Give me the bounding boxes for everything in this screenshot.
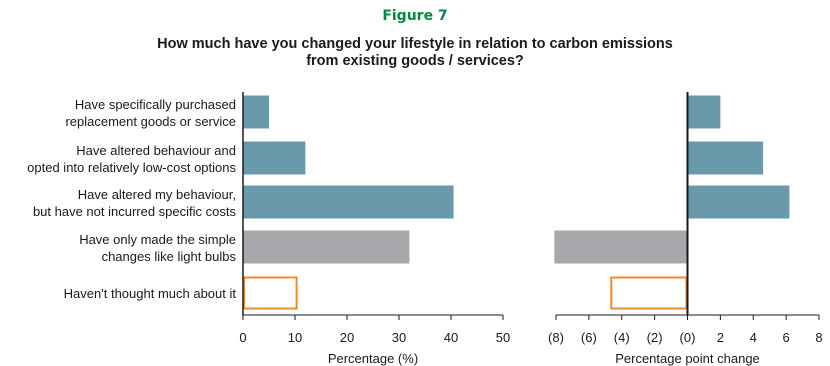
category-label: Have altered my behaviour, but have not i… xyxy=(33,187,237,219)
left-axis-label: Percentage (%) xyxy=(328,351,418,366)
left-tick-label: 50 xyxy=(496,330,510,345)
right-tick-label: 4 xyxy=(750,330,757,345)
category-label-line: replacement goods or service xyxy=(65,114,236,129)
right-axis-label: Percentage point change xyxy=(615,351,760,366)
category-label: Haven't thought much about it xyxy=(64,286,237,301)
figure-label: Figure 7 xyxy=(382,8,448,24)
chart-title-line-1: How much have you changed your lifestyle… xyxy=(157,36,673,52)
right-tick-label: (2) xyxy=(647,330,663,345)
left-tick-label: 30 xyxy=(392,330,406,345)
category-label-line: Have only made the simple xyxy=(79,232,236,247)
category-label-line: Have specifically purchased xyxy=(75,97,236,112)
chart-title: How much have you changed your lifestyle… xyxy=(0,36,830,70)
left-bar xyxy=(243,276,298,310)
category-label-line: Have altered behaviour and xyxy=(76,143,236,158)
left-bar xyxy=(243,185,454,219)
left-bar xyxy=(243,141,306,175)
category-label: Have altered behaviour and opted into rel… xyxy=(27,143,236,175)
right-bar xyxy=(610,276,688,310)
category-label-line: opted into relatively low-cost options xyxy=(27,160,236,175)
right-tick-label: 2 xyxy=(717,330,724,345)
left-bar xyxy=(243,230,410,264)
left-tick-label: 0 xyxy=(239,330,246,345)
left-tick-label: 40 xyxy=(444,330,458,345)
category-label-line: Haven't thought much about it xyxy=(64,286,237,301)
category-label-line: changes like light bulbs xyxy=(102,249,237,264)
category-label: Have only made the simple changes like li… xyxy=(79,232,236,264)
left-tick-label: 10 xyxy=(288,330,302,345)
right-tick-label: (0) xyxy=(680,330,696,345)
right-bar xyxy=(687,95,721,129)
left-tick-label: 20 xyxy=(340,330,354,345)
right-tick-label: 8 xyxy=(815,330,822,345)
left-bar xyxy=(243,95,269,129)
category-label: Have specifically purchased replacement g… xyxy=(65,97,236,129)
right-bar xyxy=(687,185,790,219)
category-label-line: but have not incurred specific costs xyxy=(33,204,237,219)
right-bar xyxy=(554,230,688,264)
right-tick-label: (4) xyxy=(614,330,630,345)
right-tick-label: (6) xyxy=(581,330,597,345)
category-label-line: Have altered my behaviour, xyxy=(78,187,236,202)
right-tick-label: 6 xyxy=(783,330,790,345)
right-bar xyxy=(687,141,764,175)
right-tick-label: (8) xyxy=(548,330,564,345)
chart-title-line-2: from existing goods / services? xyxy=(306,53,524,69)
